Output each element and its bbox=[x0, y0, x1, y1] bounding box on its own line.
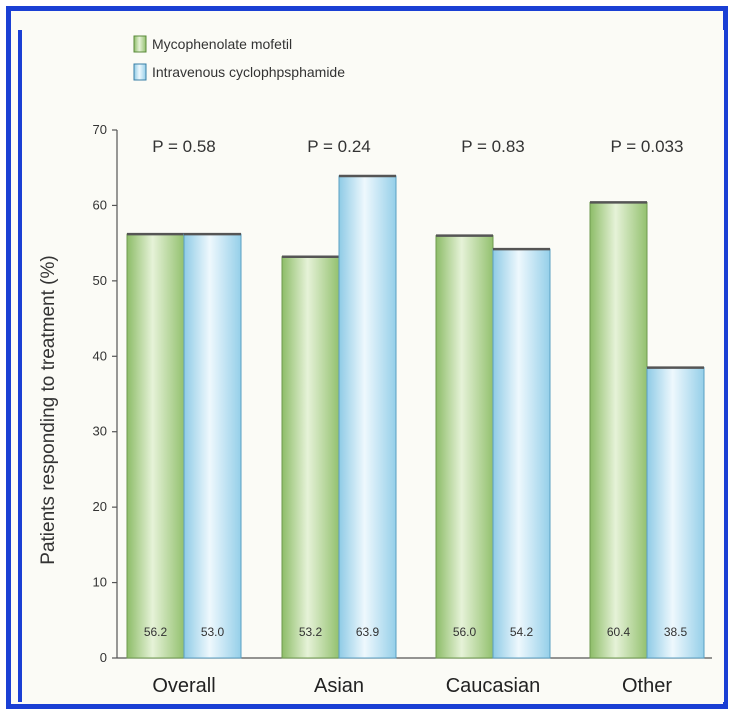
bar-chart: Mycophenolate mofetil Intravenous cyclop… bbox=[38, 35, 712, 697]
bar-other-ivc bbox=[646, 367, 705, 659]
legend-swatch-ivc bbox=[133, 63, 147, 81]
y-tick-label: 50 bbox=[93, 273, 107, 288]
bar-other-mmf bbox=[589, 201, 648, 659]
y-tick-label: 0 bbox=[100, 650, 107, 665]
chart-panel: Mycophenolate mofetil Intravenous cyclop… bbox=[18, 30, 724, 702]
labels: 56.2 53.0 Overall P = 0.58 53.2 63.9 Asian P = … bbox=[144, 137, 688, 697]
legend: Mycophenolate mofetil Intravenous cyclop… bbox=[133, 35, 345, 81]
legend-swatch-mmf bbox=[133, 35, 147, 53]
legend-label-ivc: Intravenous cyclophpsphamide bbox=[152, 64, 345, 80]
bar-overall-ivc bbox=[183, 233, 242, 659]
bar-value-label: 56.2 bbox=[144, 625, 168, 639]
p-value-label: P = 0.033 bbox=[611, 137, 684, 156]
bar-value-label: 56.0 bbox=[453, 625, 477, 639]
bar-value-label: 53.0 bbox=[201, 625, 225, 639]
bar-value-label: 63.9 bbox=[356, 625, 380, 639]
bar-value-label: 54.2 bbox=[510, 625, 534, 639]
p-value-label: P = 0.83 bbox=[461, 137, 525, 156]
y-tick-label: 40 bbox=[93, 348, 107, 363]
y-tick-label: 30 bbox=[93, 424, 107, 439]
x-category-label: Other bbox=[622, 675, 672, 697]
y-tick-label: 20 bbox=[93, 499, 107, 514]
bar-overall-mmf bbox=[126, 233, 185, 659]
y-tick-label: 60 bbox=[93, 197, 107, 212]
y-tick-label: 10 bbox=[93, 575, 107, 590]
x-category-label: Caucasian bbox=[446, 675, 541, 697]
bar-caucasian-mmf bbox=[435, 235, 494, 659]
x-category-label: Overall bbox=[152, 675, 215, 697]
y-tick-label: 70 bbox=[93, 122, 107, 137]
bar-value-label: 38.5 bbox=[664, 625, 688, 639]
bar-asian-mmf bbox=[281, 256, 340, 659]
bars bbox=[126, 174, 705, 659]
bar-value-label: 53.2 bbox=[299, 625, 323, 639]
legend-label-mmf: Mycophenolate mofetil bbox=[152, 36, 292, 52]
x-category-label: Asian bbox=[314, 675, 364, 697]
p-value-label: P = 0.24 bbox=[307, 137, 371, 156]
bar-caucasian-ivc bbox=[492, 248, 551, 659]
p-value-label: P = 0.58 bbox=[152, 137, 216, 156]
y-axis-label: Patients responding to treatment (%) bbox=[38, 255, 59, 564]
bar-value-label: 60.4 bbox=[607, 625, 631, 639]
bar-asian-ivc bbox=[338, 175, 397, 659]
